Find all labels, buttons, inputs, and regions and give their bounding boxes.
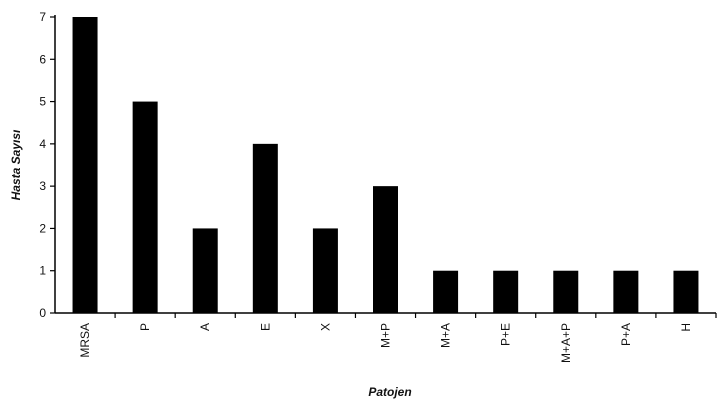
y-tick-label: 3: [39, 179, 46, 193]
bar-x: [312, 228, 338, 313]
bar-p: [132, 101, 158, 313]
y-tick-label: 4: [39, 137, 46, 151]
y-tick-label: 6: [39, 52, 46, 66]
y-ticks-group: 0 1 2 3 4 5 6 7: [39, 10, 55, 320]
x-tick-label: M+A+P: [559, 323, 573, 363]
x-tick-label: A: [198, 323, 212, 331]
y-tick-label: 5: [39, 95, 46, 109]
y-tick-label: 0: [39, 306, 46, 320]
x-tick-label: M+P: [379, 323, 393, 348]
bar-m-p: [373, 186, 398, 313]
y-tick-label: 1: [39, 264, 46, 278]
x-tick-label: E: [258, 323, 272, 331]
x-ticks-group: MRSA P A E X M+P M+A P+E M+A+P P+A H: [78, 313, 717, 363]
axes-group: [54, 15, 716, 314]
bar-e: [252, 143, 278, 313]
x-tick-label: H: [679, 323, 693, 332]
x-tick-label: M+A: [439, 323, 453, 348]
bars-group: [72, 17, 699, 313]
y-tick-label: 7: [39, 10, 46, 24]
bar-mrsa: [72, 17, 98, 313]
y-axis-title: Hasta Sayısı: [9, 129, 23, 200]
x-tick-label: P+E: [499, 323, 513, 346]
bar-h: [673, 270, 699, 313]
x-tick-label: X: [318, 323, 332, 331]
x-tick-label: MRSA: [78, 323, 92, 358]
bar-m-a: [433, 270, 459, 313]
bar-a: [192, 228, 218, 313]
x-axis-title: Patojen: [368, 385, 411, 399]
y-tick-label: 2: [39, 221, 46, 235]
x-tick-label: P: [138, 323, 152, 331]
bar-p-a: [613, 270, 639, 313]
bar-m-a-p: [553, 270, 579, 313]
x-tick-label: P+A: [619, 323, 633, 346]
bar-p-e: [493, 270, 519, 313]
